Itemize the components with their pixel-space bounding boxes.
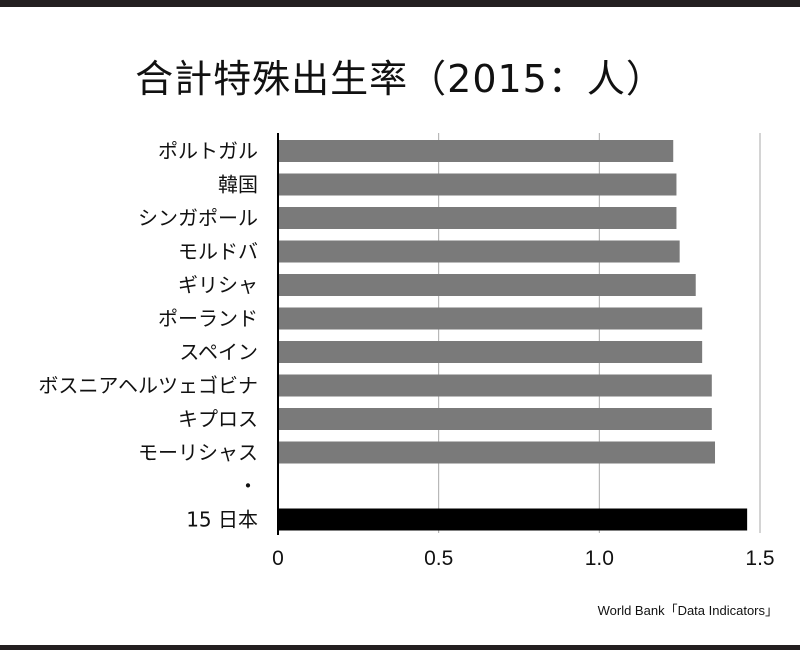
category-label-0: ポルトガル [158, 139, 258, 163]
bar-3 [278, 240, 680, 263]
bar-9 [278, 441, 716, 464]
bar-7 [278, 374, 712, 397]
category-label-9: モーリシャス [138, 441, 258, 465]
bottom-border [0, 645, 800, 650]
category-label-7: ボスニアヘルツェゴビナ [38, 374, 258, 398]
category-label-6: スペイン [179, 340, 258, 364]
bar-1 [278, 173, 677, 196]
bar-6 [278, 341, 703, 363]
category-label-3: モルドバ [178, 240, 258, 264]
category-label-4: ギリシャ [178, 273, 258, 297]
category-label-1: 韓国 [218, 173, 258, 197]
x-tick-label-2: 1.0 [585, 547, 614, 570]
bar-4 [278, 274, 696, 296]
x-tick-label-0: 0 [272, 547, 284, 570]
bar-11 [278, 508, 748, 531]
category-label-10: ・ [238, 474, 258, 498]
category-label-8: キプロス [178, 407, 258, 431]
bar-5 [278, 307, 703, 330]
bar-2 [278, 207, 677, 229]
bar-8 [278, 408, 712, 430]
source-note: World Bank「Data Indicators」 [597, 603, 778, 618]
x-tick-label-3: 1.5 [745, 547, 774, 570]
category-label-2: シンガポール [138, 206, 258, 230]
bar-0 [278, 140, 674, 162]
category-label-11: 15 日本 [186, 508, 258, 532]
x-tick-label-1: 0.5 [424, 547, 453, 570]
top-border [0, 0, 800, 7]
chart-title: 合計特殊出生率（2015：人） [135, 57, 665, 101]
category-label-5: ポーランド [158, 307, 258, 331]
